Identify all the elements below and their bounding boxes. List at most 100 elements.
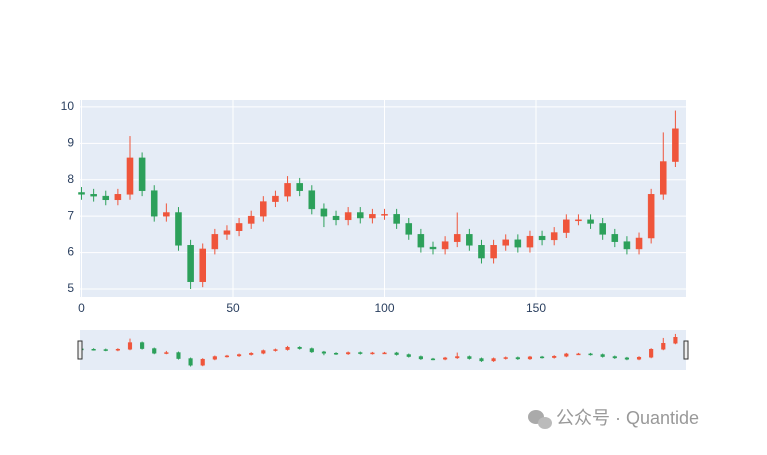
candle-body — [235, 223, 243, 231]
slider-candle-body — [636, 356, 642, 360]
slider-candle-body — [467, 356, 472, 359]
range-grip[interactable] — [683, 340, 689, 360]
slider-candle-body — [103, 349, 108, 351]
candle-body — [659, 161, 667, 195]
candle-body — [393, 214, 400, 224]
slider-candle-body — [552, 355, 557, 358]
candle-body — [429, 246, 437, 250]
slider-candle-body — [152, 348, 157, 354]
slider-candle-body — [515, 357, 520, 360]
y-tick-label: 5 — [67, 281, 74, 295]
candle-body — [126, 157, 134, 195]
candle-body — [332, 215, 340, 221]
watermark-icon — [528, 410, 552, 429]
candle-body — [453, 234, 461, 242]
candle-body — [344, 212, 352, 221]
slider-candle-body — [443, 357, 448, 360]
slider-candle-body — [224, 355, 230, 358]
slider-candle-body — [249, 352, 254, 355]
slider-candle-body — [491, 358, 496, 362]
candle-body — [466, 234, 473, 246]
candle-body — [163, 212, 170, 217]
candle-body — [78, 192, 85, 195]
candle-body — [320, 208, 328, 217]
slider-candle-body — [430, 358, 436, 361]
candle-body — [587, 219, 594, 224]
candle-body — [199, 248, 206, 282]
slider-candle-body — [418, 356, 423, 360]
x-tick-label: 150 — [526, 301, 546, 315]
candle-body — [187, 245, 194, 282]
slider-candle-body — [346, 352, 351, 355]
slider-candle-body — [588, 353, 593, 356]
y-tick-label: 6 — [67, 245, 74, 259]
candle-body — [647, 194, 655, 239]
slider-candle-body — [540, 356, 545, 359]
slider-candle-body — [600, 354, 605, 357]
plot-area — [80, 100, 686, 297]
candle-body — [247, 215, 255, 224]
candle-body — [635, 237, 643, 250]
candle-body — [502, 239, 509, 246]
candle-body — [369, 214, 376, 219]
x-tick-label: 0 — [78, 301, 85, 315]
range-slider[interactable] — [80, 330, 686, 370]
candle-body — [356, 212, 364, 219]
x-tick-label: 100 — [374, 301, 394, 315]
candle-body — [611, 234, 619, 242]
slider-candle-body — [212, 356, 217, 360]
range-grip[interactable] — [77, 340, 83, 360]
candle-body — [405, 223, 413, 235]
slider-candle-body — [91, 348, 96, 351]
candle-body — [90, 194, 97, 197]
slider-candle-body — [661, 342, 666, 350]
candle-body — [575, 219, 582, 222]
candle-body — [417, 234, 425, 248]
slider-candle-body — [127, 342, 133, 350]
slider-candle-body — [394, 352, 399, 355]
candle-body — [526, 235, 534, 248]
slider-candle-body — [406, 354, 411, 357]
y-tick-label: 7 — [67, 208, 74, 222]
slider-candle-body — [503, 357, 508, 359]
candle-body — [284, 183, 291, 197]
slider-candle-body — [612, 356, 617, 359]
candle-body — [441, 241, 449, 250]
slider-candle-body — [176, 352, 181, 359]
slider-candle-body — [576, 353, 581, 356]
slider-candle-body — [358, 352, 363, 354]
candle-body — [102, 195, 110, 201]
candle-body — [138, 157, 146, 191]
slider-candle-body — [479, 358, 484, 362]
candle-body — [150, 190, 158, 217]
slider-candle-body — [200, 358, 205, 366]
slider-candle-body — [188, 358, 193, 366]
slider-candle-body — [140, 342, 145, 349]
slider-candle-body — [527, 356, 533, 360]
candle-body — [114, 194, 122, 201]
slider-candle-body — [273, 349, 278, 351]
slider-candle-body — [297, 346, 302, 349]
slider-candle-body — [115, 348, 120, 351]
slider-candle-body — [237, 354, 242, 357]
slider-candle-body — [649, 348, 654, 358]
slider-candle-body — [321, 351, 326, 354]
candle-body — [538, 235, 546, 241]
slider-candle-body — [370, 352, 375, 355]
candle-body — [308, 190, 316, 210]
x-tick-label: 50 — [226, 301, 240, 315]
y-tick-label: 9 — [67, 136, 74, 150]
candle-body — [672, 128, 679, 162]
slider-candle-body — [285, 346, 290, 350]
candle-body — [623, 241, 631, 250]
candle-body — [599, 223, 606, 235]
y-tick-label: 8 — [67, 172, 74, 186]
y-tick-label: 10 — [61, 99, 75, 113]
candle-body — [272, 195, 279, 202]
candle-body — [550, 232, 558, 241]
candle-body — [296, 183, 303, 191]
slider-candle-body — [164, 352, 169, 354]
candle-body — [381, 214, 388, 216]
slider-candle-body — [624, 357, 629, 360]
